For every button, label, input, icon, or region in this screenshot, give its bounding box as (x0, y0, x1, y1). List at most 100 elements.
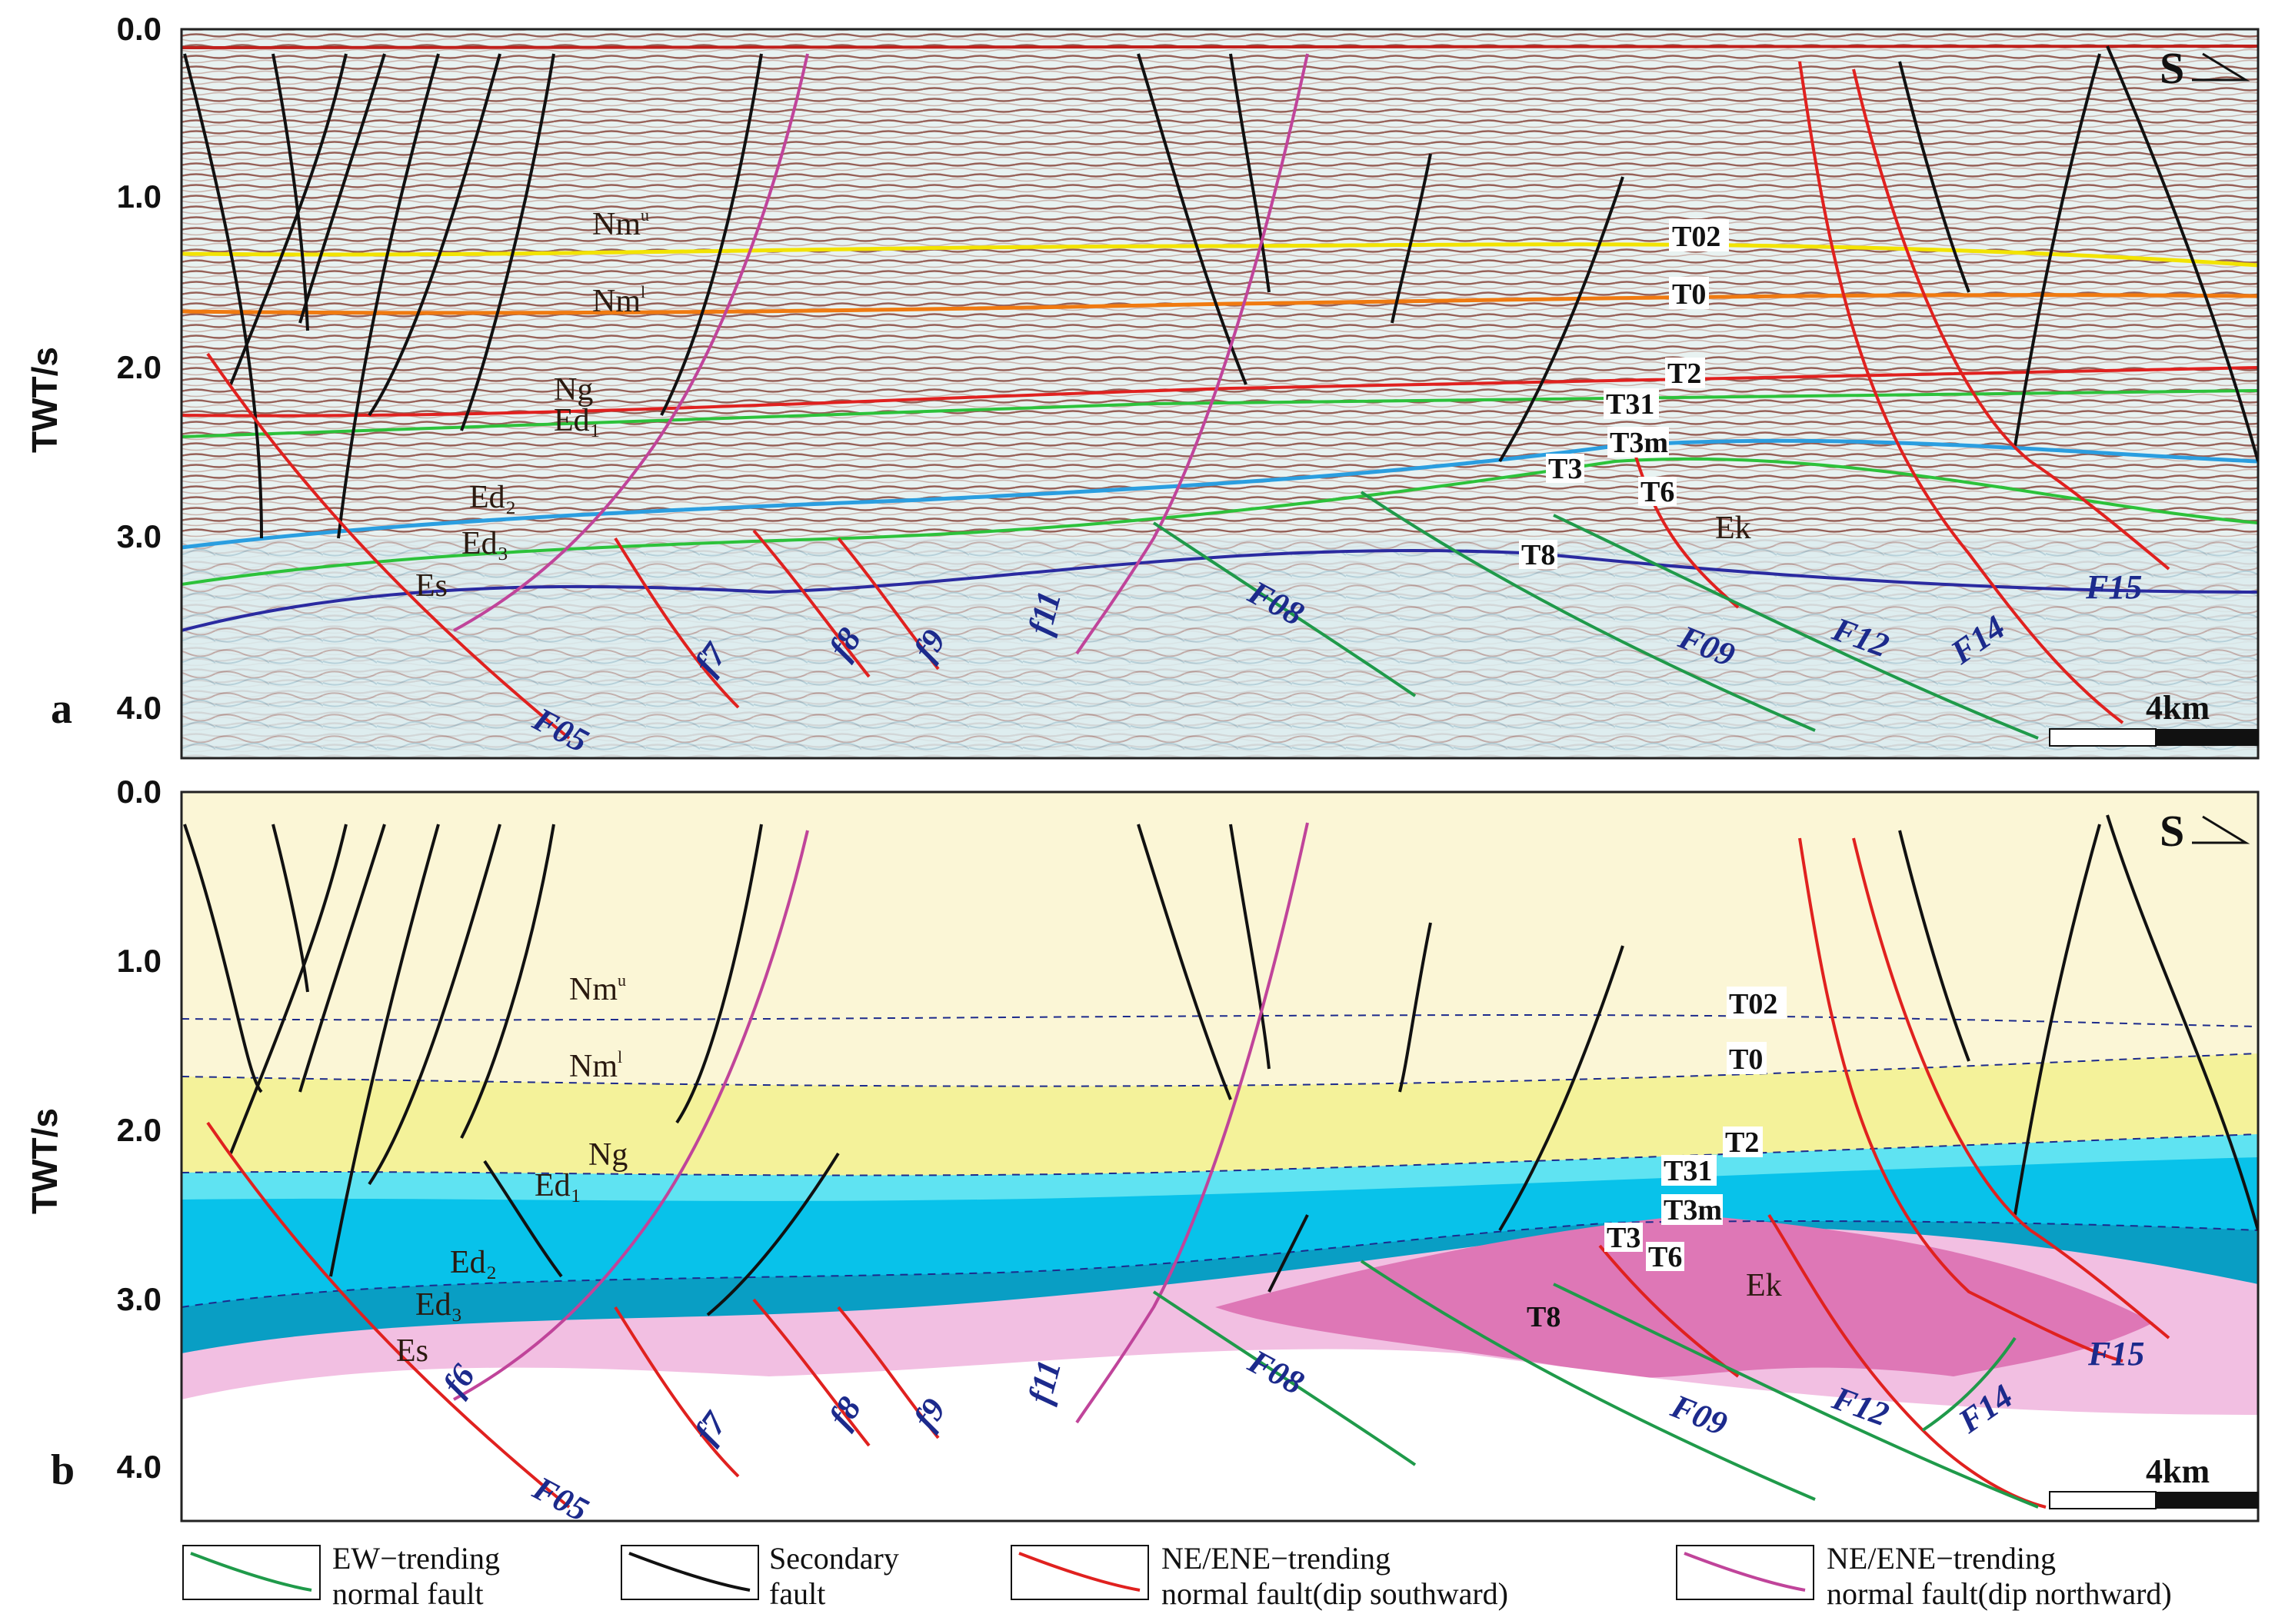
scale-label: 4km (2146, 689, 2210, 727)
fault-f15 (1852, 68, 2170, 571)
horizon-label-t0: T0 (1672, 278, 1706, 311)
north-arrow-a: S (2160, 43, 2250, 93)
secondary-fault (1137, 824, 1232, 1100)
secondary-fault (1898, 830, 1970, 1062)
formation-nml: Nml (569, 1047, 622, 1084)
secondary-fault (1898, 61, 1970, 293)
fault-label-f15: F15 (2087, 1335, 2144, 1373)
fault-f6 (453, 830, 809, 1401)
formation-ng: Ng (588, 1137, 628, 1173)
horizon-t0 (182, 293, 2258, 315)
legend-item-ne-south: NE/ENE−trending normal fault(dip southwa… (1011, 1541, 1508, 1611)
scale-label: 4km (2146, 1453, 2210, 1490)
legend-line1: EW−trending (332, 1541, 500, 1576)
panel-label-b: b (51, 1446, 75, 1494)
horizon-label-t3m: T3m (1664, 1194, 1722, 1226)
layer-basement (182, 1349, 2258, 1521)
horizon-label-t3m: T3m (1610, 427, 1668, 459)
fault-f6 (453, 53, 809, 632)
fault-label-f15: F15 (2085, 568, 2142, 606)
horizon-label-t2: T2 (1667, 358, 1701, 390)
horizon-label-t2: T2 (1725, 1126, 1759, 1159)
panel-a-labels: Nmu Nml Ng Ed₁ Ed₂ Ed₃ Es Ek T02 T0 T2 T… (415, 205, 2142, 760)
fault-f08 (1152, 1290, 1417, 1466)
secondary-fault (329, 824, 440, 1277)
horizon-label-t0: T0 (1729, 1043, 1763, 1076)
horizon-label-t31: T31 (1606, 388, 1654, 421)
panel-label-a: a (51, 685, 72, 733)
secondary-fault (660, 53, 763, 416)
secondary-fault (1267, 1214, 1309, 1293)
north-arrow-label: S (2160, 806, 2184, 856)
secondary-fault (1391, 153, 1432, 324)
legend: EW−trending normal fault Secondary fault… (182, 1541, 2172, 1611)
secondary-fault (298, 53, 386, 324)
legend-line1: NE/ENE−trending (1161, 1541, 1391, 1576)
horizon-label-t6: T6 (1640, 476, 1674, 508)
formation-es: Es (415, 568, 448, 604)
secondary-fault (229, 824, 348, 1154)
secondary-fault (271, 824, 309, 993)
horizon-label-t6: T6 (1648, 1241, 1682, 1273)
north-arrow-b: S (2160, 806, 2250, 856)
fault-f8 (752, 1298, 871, 1447)
legend-item-ew-fault: EW−trending normal fault (182, 1541, 500, 1611)
secondary-fault (2106, 814, 2258, 1231)
secondary-fault (271, 53, 309, 331)
boundary-t0 (182, 1053, 2258, 1087)
formation-ed2: Ed₂ (469, 480, 516, 515)
secondary-fault (229, 53, 348, 385)
legend-line2: normal fault (332, 1576, 484, 1611)
fault-f05 (206, 1121, 571, 1509)
fault-f15 (1852, 837, 2170, 1339)
horizon-t02 (182, 242, 2258, 268)
legend-line2: fault (769, 1576, 825, 1611)
north-arrow-label: S (2160, 43, 2184, 93)
formation-ng: Ng (554, 372, 593, 408)
secondary-fault (1498, 945, 1624, 1232)
secondary-fault (2014, 53, 2101, 447)
secondary-fault (460, 824, 555, 1139)
fault-f14 (1553, 514, 2039, 740)
horizon-label-t8: T8 (1521, 539, 1555, 571)
formation-es: Es (396, 1333, 428, 1369)
legend-line2: normal fault(dip northward) (1827, 1576, 2172, 1611)
formation-nml: Nml (592, 282, 645, 319)
tick-label: 4.0 (117, 690, 162, 726)
fault-f12 (1767, 1213, 2047, 1509)
secondary-fault (298, 824, 386, 1093)
tick-label: 3.0 (117, 1281, 162, 1317)
legend-item-ne-north: NE/ENE−trending normal fault(dip northwa… (1676, 1541, 2172, 1611)
formation-nmu: Nmu (569, 970, 626, 1007)
secondary-fault (1398, 922, 1432, 1093)
boundary-t02 (182, 1013, 2258, 1027)
secondary-fault (2014, 824, 2101, 1216)
tick-label: 2.0 (117, 1112, 162, 1148)
scale-bar-b: 4km (2049, 1453, 2259, 1509)
formation-ek: Ek (1746, 1268, 1782, 1303)
secondary-fault (368, 53, 501, 417)
horizon-t6 (182, 457, 2258, 586)
secondary-fault (183, 824, 263, 1093)
tick-label: 1.0 (117, 178, 162, 215)
fault-f11 (1075, 53, 1309, 655)
panel-a-frame (180, 28, 2260, 760)
panel-b-frame (180, 790, 2260, 1522)
faults-panel-a (183, 45, 2258, 740)
fault-f09 (1360, 491, 1816, 732)
layer-ek (1215, 1215, 2153, 1378)
formation-ed3: Ed₃ (415, 1287, 462, 1323)
legend-line1: Secondary (769, 1541, 899, 1576)
fault-f14b (1921, 1336, 2017, 1432)
horizon-label-t8: T8 (1527, 1301, 1561, 1333)
horizon-label-t3: T3 (1548, 453, 1582, 485)
secondary-fault (1229, 53, 1271, 293)
fault-f7 (614, 1306, 740, 1478)
fault-f9 (837, 1306, 940, 1439)
boundary-t3 (182, 1220, 2258, 1308)
tick-label: 3.0 (117, 518, 162, 554)
horizon-label-t3: T3 (1607, 1222, 1640, 1254)
secondary-fault (675, 824, 763, 1124)
panel-b-interpretation (180, 790, 2260, 1522)
panel-a-seismic (180, 28, 2260, 760)
